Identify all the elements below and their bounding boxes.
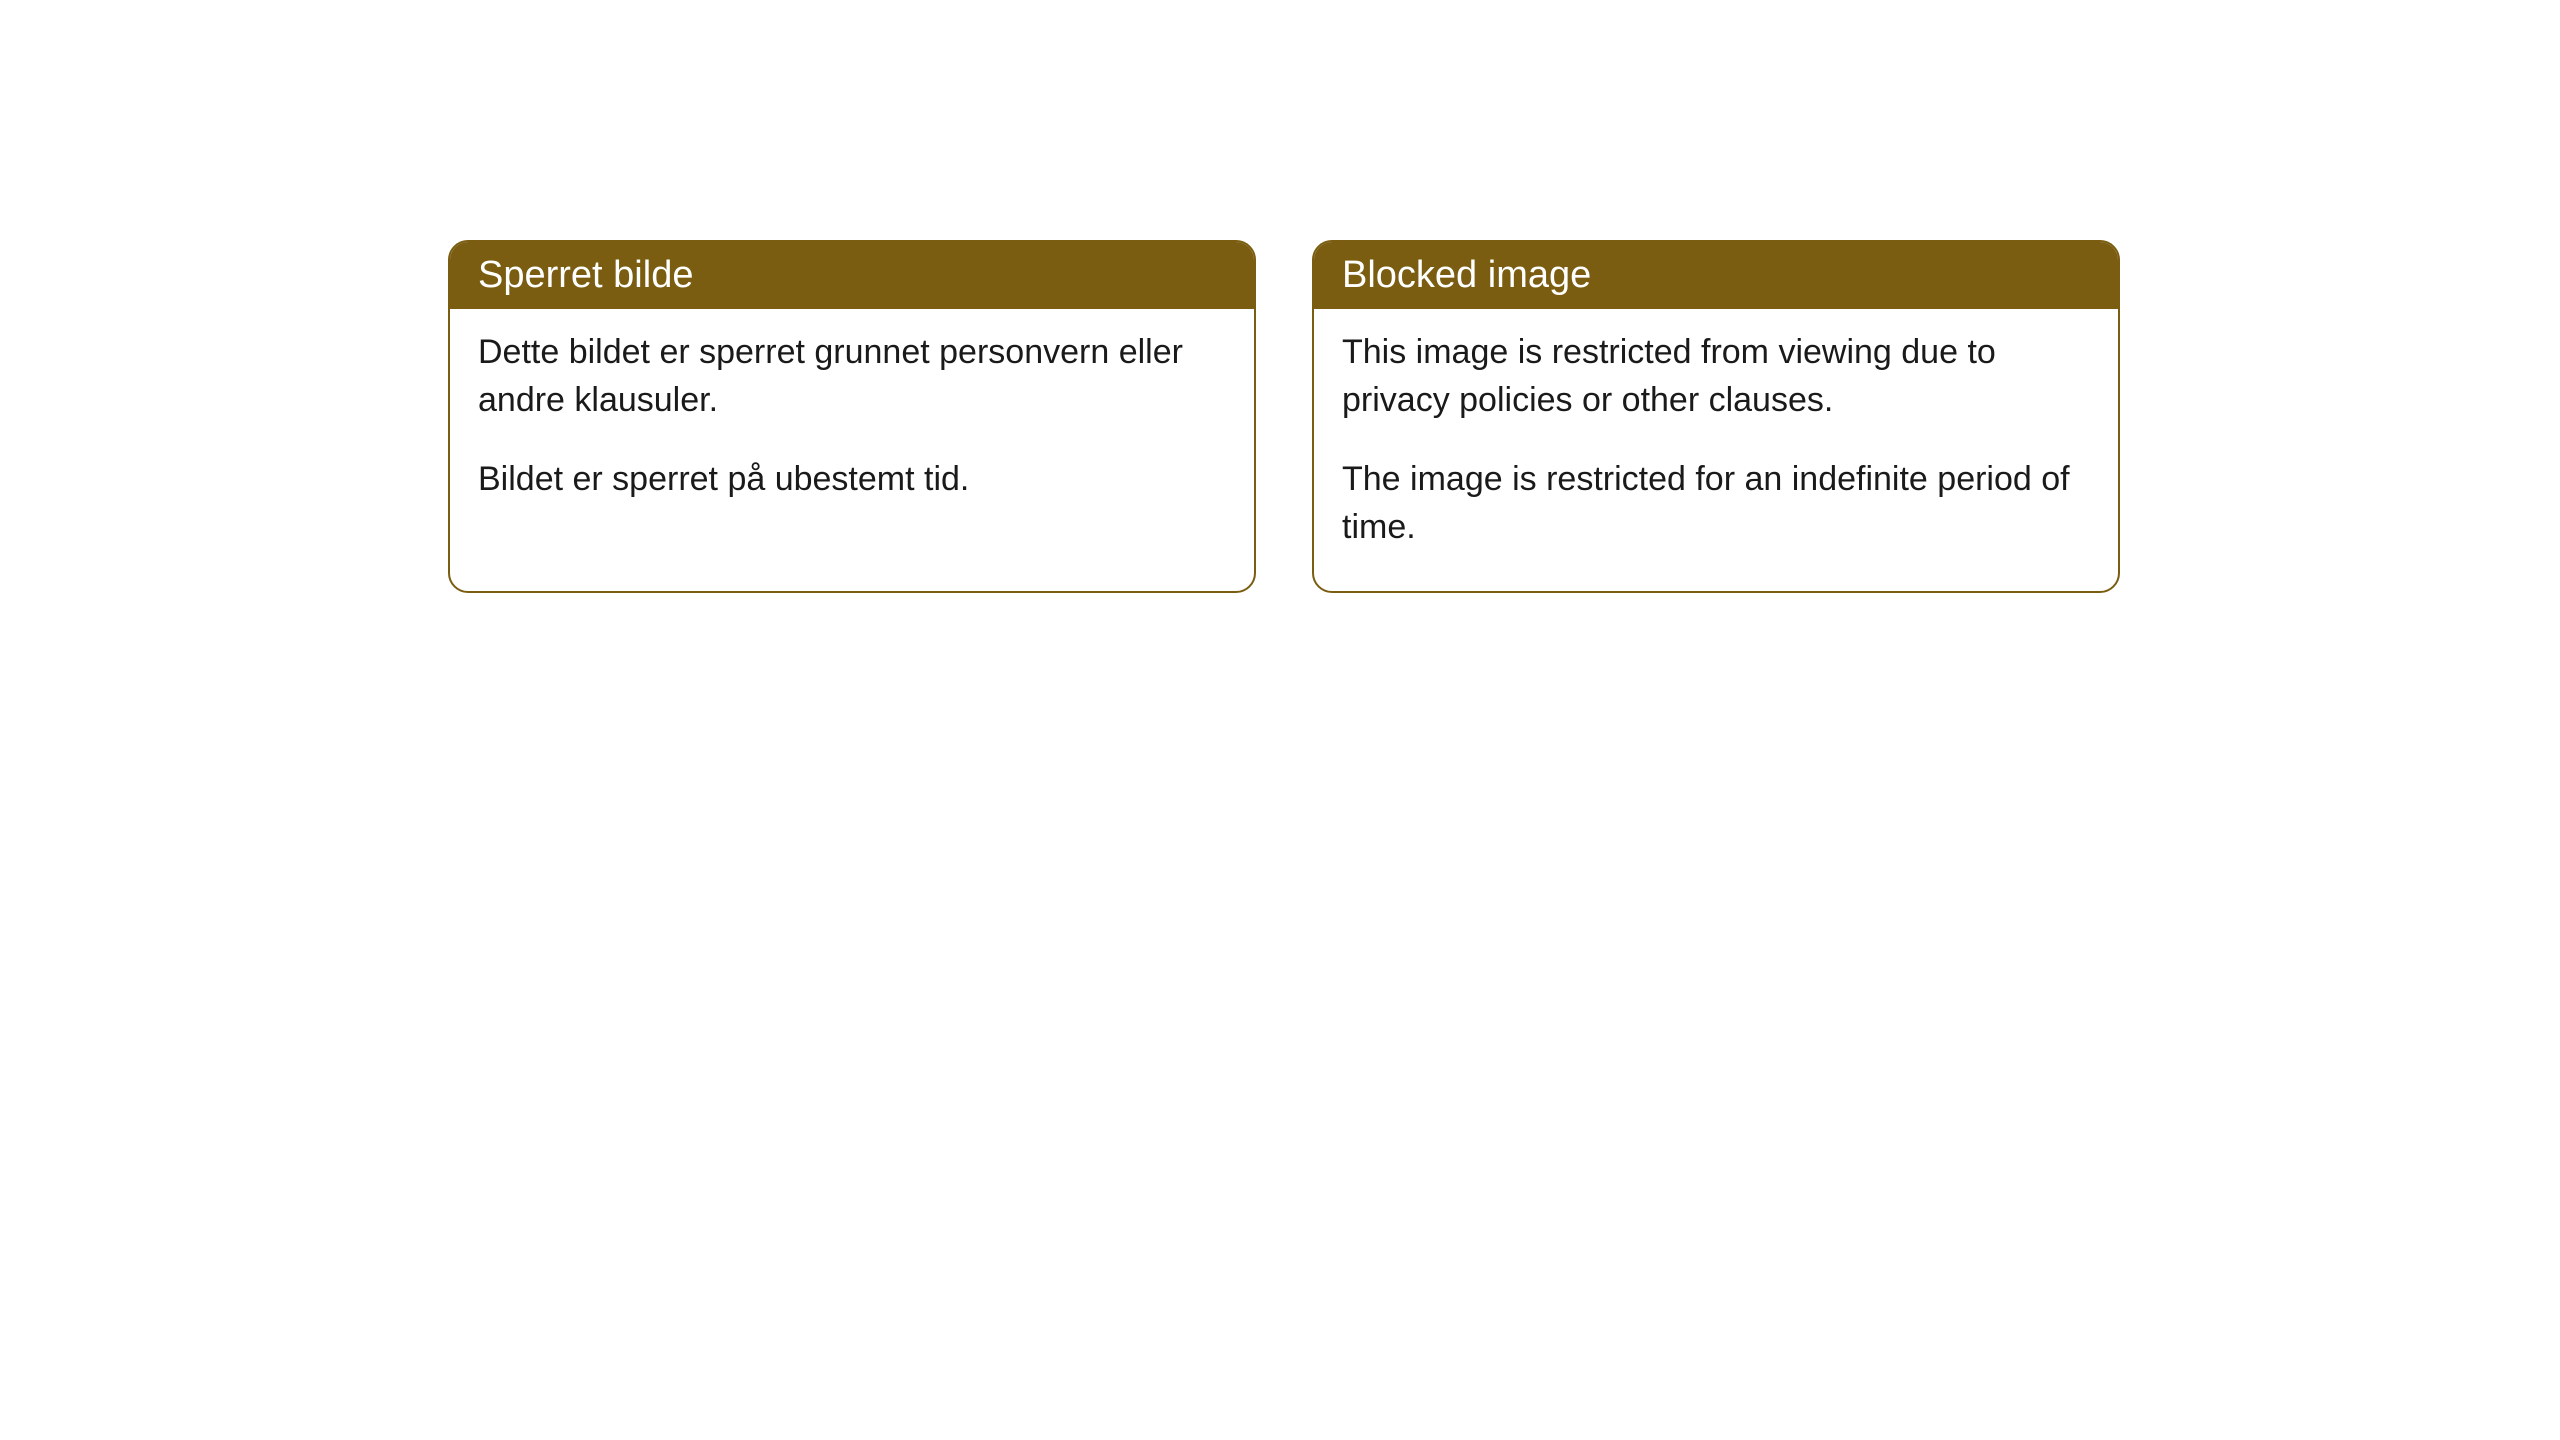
cards-container: Sperret bilde Dette bildet er sperret gr… (448, 240, 2120, 593)
card-body-norwegian: Dette bildet er sperret grunnet personve… (450, 309, 1254, 544)
blocked-image-card-norwegian: Sperret bilde Dette bildet er sperret gr… (448, 240, 1256, 593)
card-header-english: Blocked image (1314, 242, 2118, 309)
card-text-english-2: The image is restricted for an indefinit… (1342, 456, 2090, 551)
card-text-norwegian-1: Dette bildet er sperret grunnet personve… (478, 329, 1226, 424)
card-body-english: This image is restricted from viewing du… (1314, 309, 2118, 591)
card-text-english-1: This image is restricted from viewing du… (1342, 329, 2090, 424)
blocked-image-card-english: Blocked image This image is restricted f… (1312, 240, 2120, 593)
card-header-norwegian: Sperret bilde (450, 242, 1254, 309)
card-text-norwegian-2: Bildet er sperret på ubestemt tid. (478, 456, 1226, 504)
